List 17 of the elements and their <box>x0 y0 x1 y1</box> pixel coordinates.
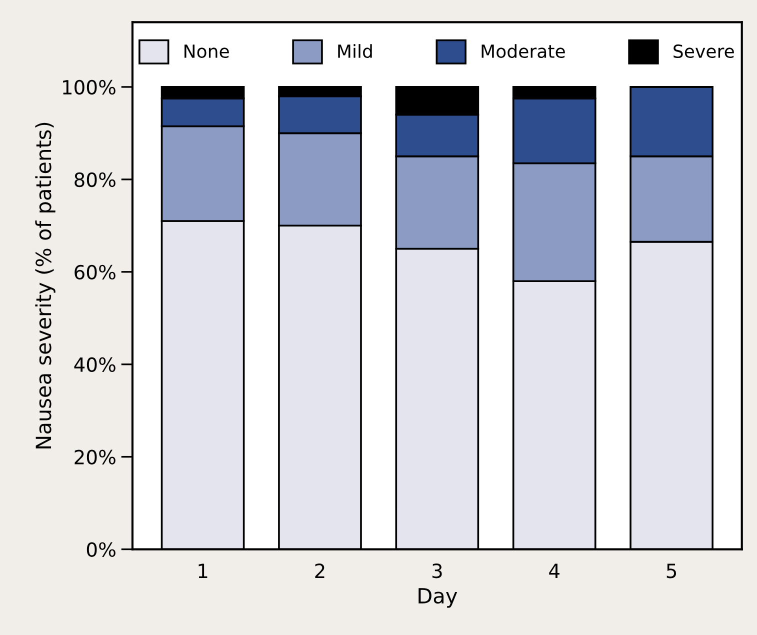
legend-label: Severe <box>674 44 734 58</box>
y-tick-label: 60% <box>74 264 116 280</box>
x-axis-title: Day <box>418 588 458 608</box>
x-tick-label: 3 <box>432 564 442 578</box>
y-tick-label: 40% <box>74 357 116 372</box>
legend-label: None <box>184 44 229 58</box>
y-tick-label: 80% <box>74 172 116 188</box>
legend-label: Moderate <box>482 44 565 58</box>
x-tick-label: 5 <box>666 564 676 578</box>
y-tick-label: 0% <box>86 542 116 557</box>
x-tick-label: 4 <box>549 564 560 578</box>
legend-label: Mild <box>338 44 372 58</box>
y-axis-title: Nausea severity (% of patients) <box>35 122 56 448</box>
x-tick-label: 2 <box>315 564 324 578</box>
y-tick-label: 100% <box>63 80 116 95</box>
x-tick-label: 1 <box>198 564 208 578</box>
y-tick-label: 20% <box>74 450 116 464</box>
